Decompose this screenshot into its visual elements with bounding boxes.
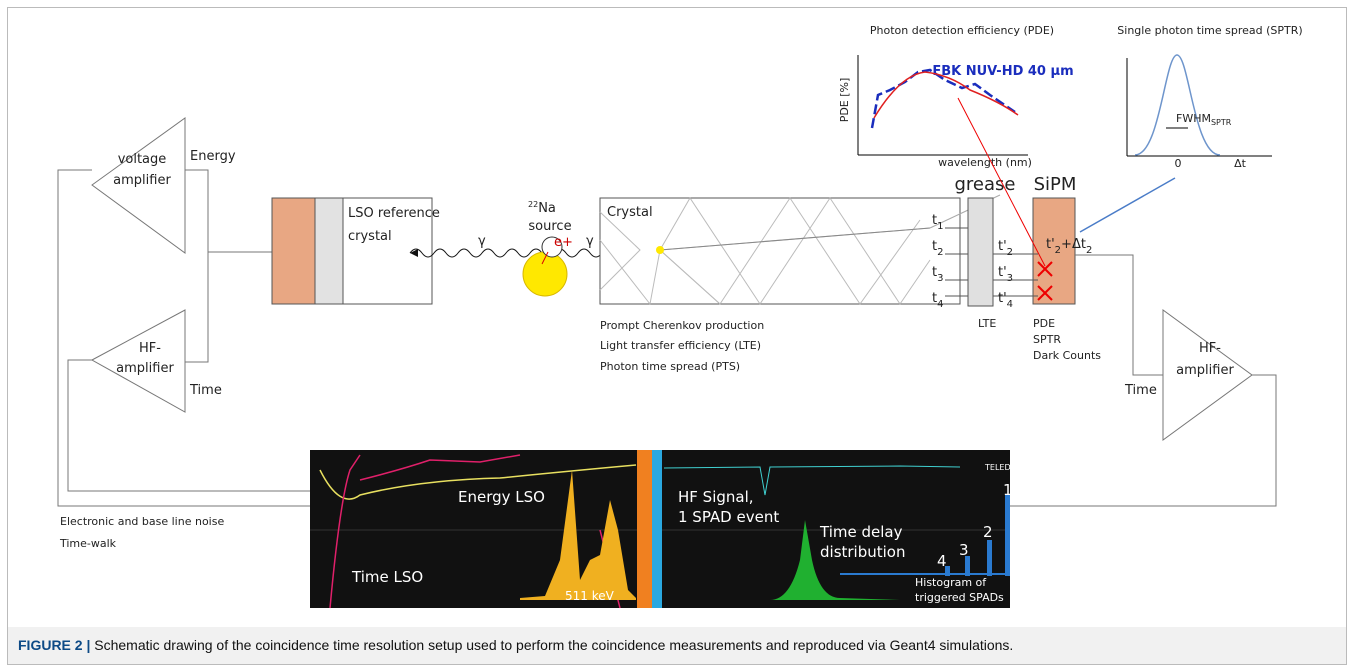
lso-grey — [315, 198, 343, 304]
lso-orange — [272, 198, 315, 304]
amp-text: amplifier — [1176, 363, 1234, 378]
amp-text: HF- — [139, 341, 161, 356]
label: 4 — [1007, 299, 1013, 310]
label: t' — [998, 239, 1007, 254]
positron: e+ — [554, 235, 573, 250]
lso-label: crystal — [348, 229, 392, 244]
label: FIGURE 2 | — [18, 637, 90, 653]
sipm-note: SPTR — [1033, 333, 1061, 346]
crystal-note: Light transfer efficiency (LTE) — [600, 339, 761, 352]
label: 4 — [937, 552, 947, 570]
label: Time delay — [819, 523, 903, 541]
label: triggered SPADs — [915, 591, 1004, 604]
lso-label: LSO reference — [348, 206, 440, 221]
label: 3 — [1007, 273, 1013, 284]
label: 3 — [937, 273, 943, 284]
label: Na — [538, 201, 556, 216]
amp-output: Time — [189, 383, 222, 398]
amp-output: Energy — [190, 149, 236, 164]
gamma: γ — [478, 234, 486, 249]
noise-note: Electronic and base line noise — [60, 515, 224, 528]
sipm-note: PDE — [1033, 317, 1055, 330]
label: Histogram of — [915, 576, 987, 589]
source-label: source — [528, 219, 571, 234]
label: 1 SPAD event — [678, 508, 779, 526]
label: 2 — [1086, 245, 1092, 256]
grease-box — [968, 198, 993, 306]
label: Schematic drawing of the coincidence tim… — [90, 637, 1013, 653]
label: t' — [998, 265, 1007, 280]
label: distribution — [820, 543, 905, 561]
pde-title: Photon detection efficiency (PDE) — [870, 24, 1054, 37]
interaction-point — [656, 246, 664, 254]
gamma: γ — [586, 234, 594, 249]
sipm-note: Dark Counts — [1033, 349, 1101, 362]
sptr-xlabel: Δt — [1234, 157, 1247, 170]
crystal-label: Crystal — [607, 205, 653, 220]
label: Time LSO — [351, 568, 423, 586]
oscilloscope: Energy LSO Time LSO 511 keV HF Signal, 1… — [310, 450, 1026, 608]
label: 2 — [937, 247, 943, 258]
amp-text: amplifier — [116, 361, 174, 376]
label: 1 — [1003, 481, 1013, 499]
label: HF Signal, — [678, 488, 754, 506]
label: 3 — [959, 541, 969, 559]
label: TELEDYNE — [984, 463, 1026, 472]
noise-note: Time-walk — [59, 537, 117, 550]
amp-text: HF- — [1199, 341, 1221, 356]
pde-ylabel: PDE [%] — [838, 78, 851, 123]
label: 511 keV — [565, 589, 615, 603]
figure: FIGURE 2 | Schematic drawing of the coin… — [0, 0, 1354, 672]
amp-text: amplifier — [113, 173, 171, 188]
sipm-label: SiPM — [1034, 174, 1077, 195]
label: 4 — [937, 299, 943, 310]
pde-legend: FBK NUV-HD 40 µm — [932, 64, 1073, 79]
label: t' — [1046, 237, 1055, 252]
label: 1 — [937, 221, 943, 232]
label: 22 — [528, 200, 538, 209]
label: FWHM — [1176, 112, 1211, 125]
sptr-title: Single photon time spread (SPTR) — [1117, 24, 1302, 37]
label: t' — [998, 291, 1007, 306]
crystal-note: Photon time spread (PTS) — [600, 360, 740, 373]
amp-output: Time — [1124, 383, 1157, 398]
caption: FIGURE 2 | Schematic drawing of the coin… — [18, 637, 1013, 653]
sptr-zero: 0 — [1175, 157, 1182, 170]
crystal-note: Prompt Cherenkov production — [600, 319, 764, 332]
amp-text: voltage — [118, 152, 167, 167]
label: SPTR — [1211, 118, 1232, 127]
label: Energy LSO — [458, 488, 545, 506]
label: 2 — [1007, 247, 1013, 258]
grease-note: LTE — [978, 317, 996, 330]
pde-xlabel: wavelength (nm) — [938, 156, 1032, 169]
label: +Δt — [1061, 237, 1086, 252]
label: 2 — [983, 523, 993, 541]
